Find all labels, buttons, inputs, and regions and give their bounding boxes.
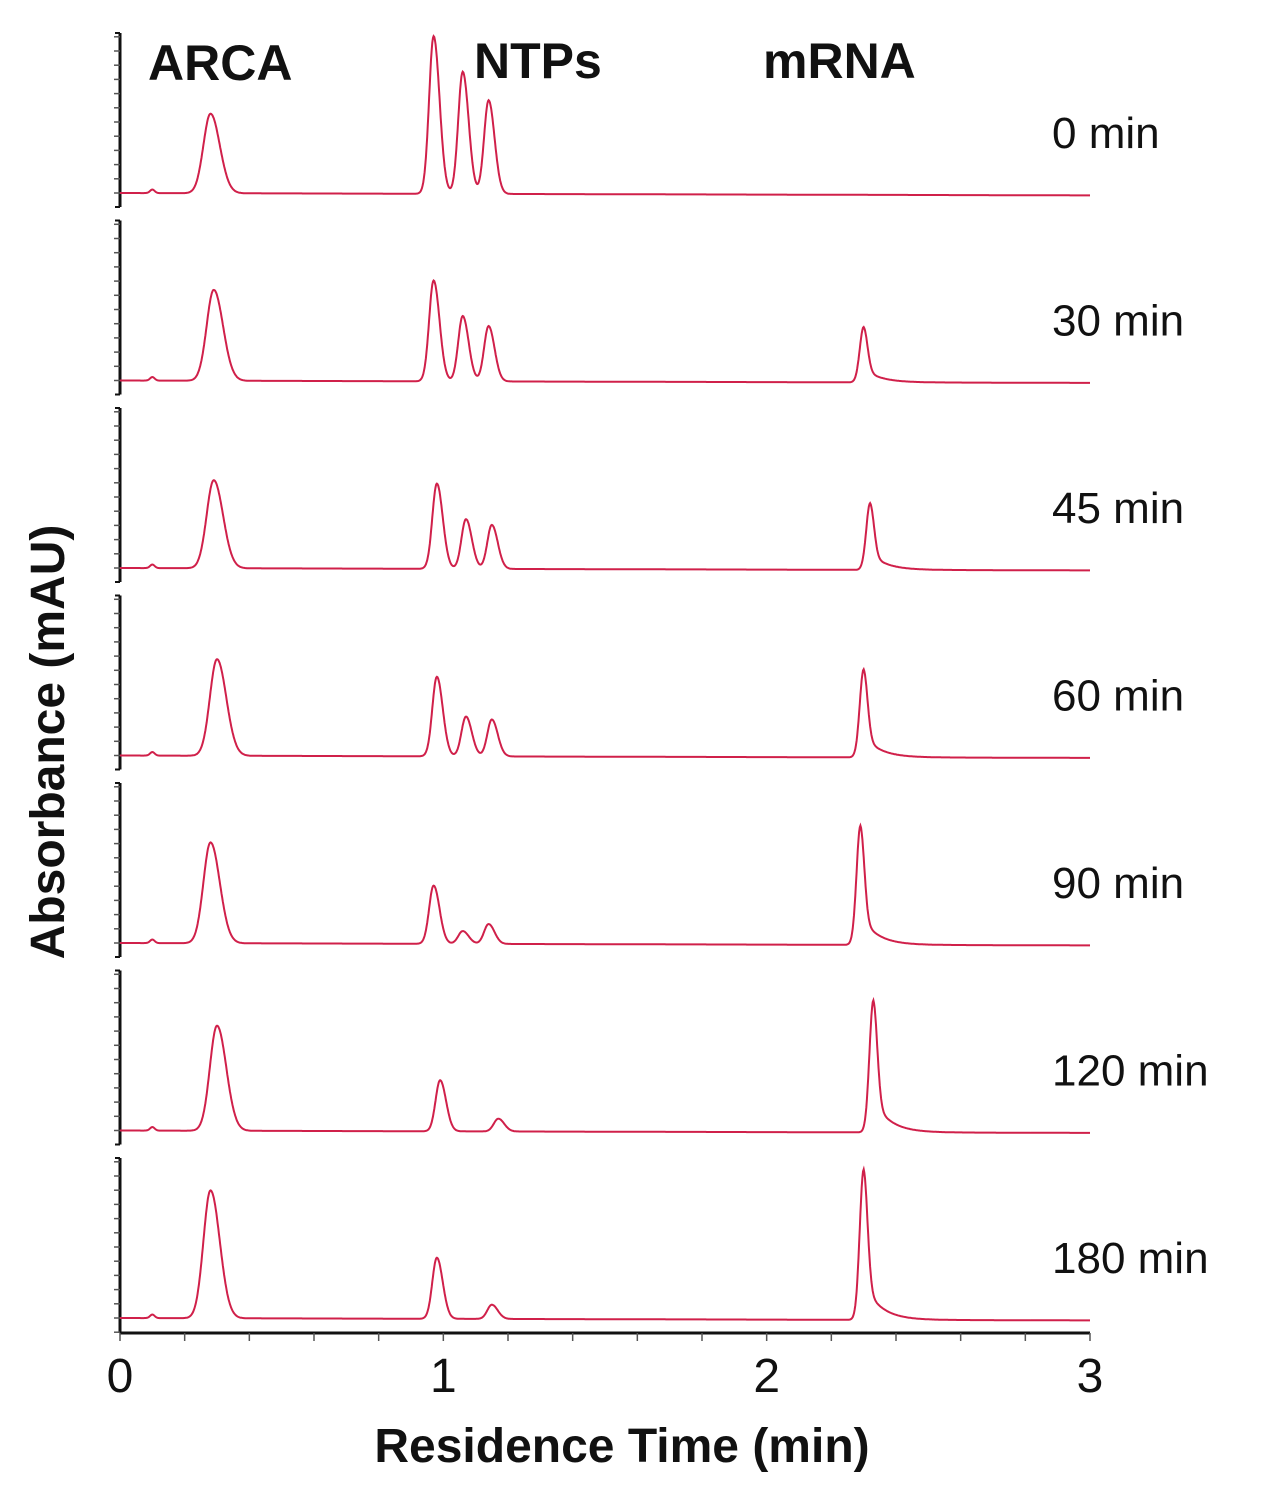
panel-180-min: 180 min: [114, 1158, 1209, 1333]
panel-90-min: 90 min: [114, 783, 1184, 957]
trace-line: [120, 659, 1090, 758]
x-tick-label: 2: [753, 1350, 780, 1403]
x-tick-label: 0: [107, 1350, 134, 1403]
peak-label-ntps: NTPs: [474, 33, 602, 89]
panel-45-min: 45 min: [114, 408, 1184, 582]
y-axis-title: Absorbance (mAU): [22, 525, 75, 960]
x-tick-label: 1: [430, 1350, 457, 1403]
trace-line: [120, 480, 1090, 570]
trace-label: 60 min: [1052, 672, 1184, 721]
peak-label-mrna: mRNA: [763, 33, 916, 89]
trace-line: [120, 826, 1090, 946]
trace-line: [120, 1169, 1090, 1320]
x-axis-title: Residence Time (min): [374, 1420, 869, 1473]
panel-30-min: 30 min: [114, 221, 1184, 395]
trace-label: 90 min: [1052, 859, 1184, 908]
trace-label: 180 min: [1052, 1234, 1209, 1283]
trace-label: 120 min: [1052, 1047, 1209, 1096]
trace-label: 30 min: [1052, 297, 1184, 346]
trace-label: 45 min: [1052, 484, 1184, 533]
panel-60-min: 60 min: [114, 596, 1184, 770]
panel-120-min: 120 min: [114, 971, 1209, 1145]
x-axis: 0 1 2 3: [107, 1333, 1104, 1403]
peak-label-arca: ARCA: [148, 35, 292, 91]
panels: 0 min 30 min 45 min 60 min 90 min 120 min 180 …: [114, 33, 1209, 1333]
trace-line: [120, 1000, 1090, 1133]
x-tick-label: 3: [1077, 1350, 1104, 1403]
trace-label: 0 min: [1052, 109, 1160, 158]
trace-line: [120, 281, 1090, 383]
